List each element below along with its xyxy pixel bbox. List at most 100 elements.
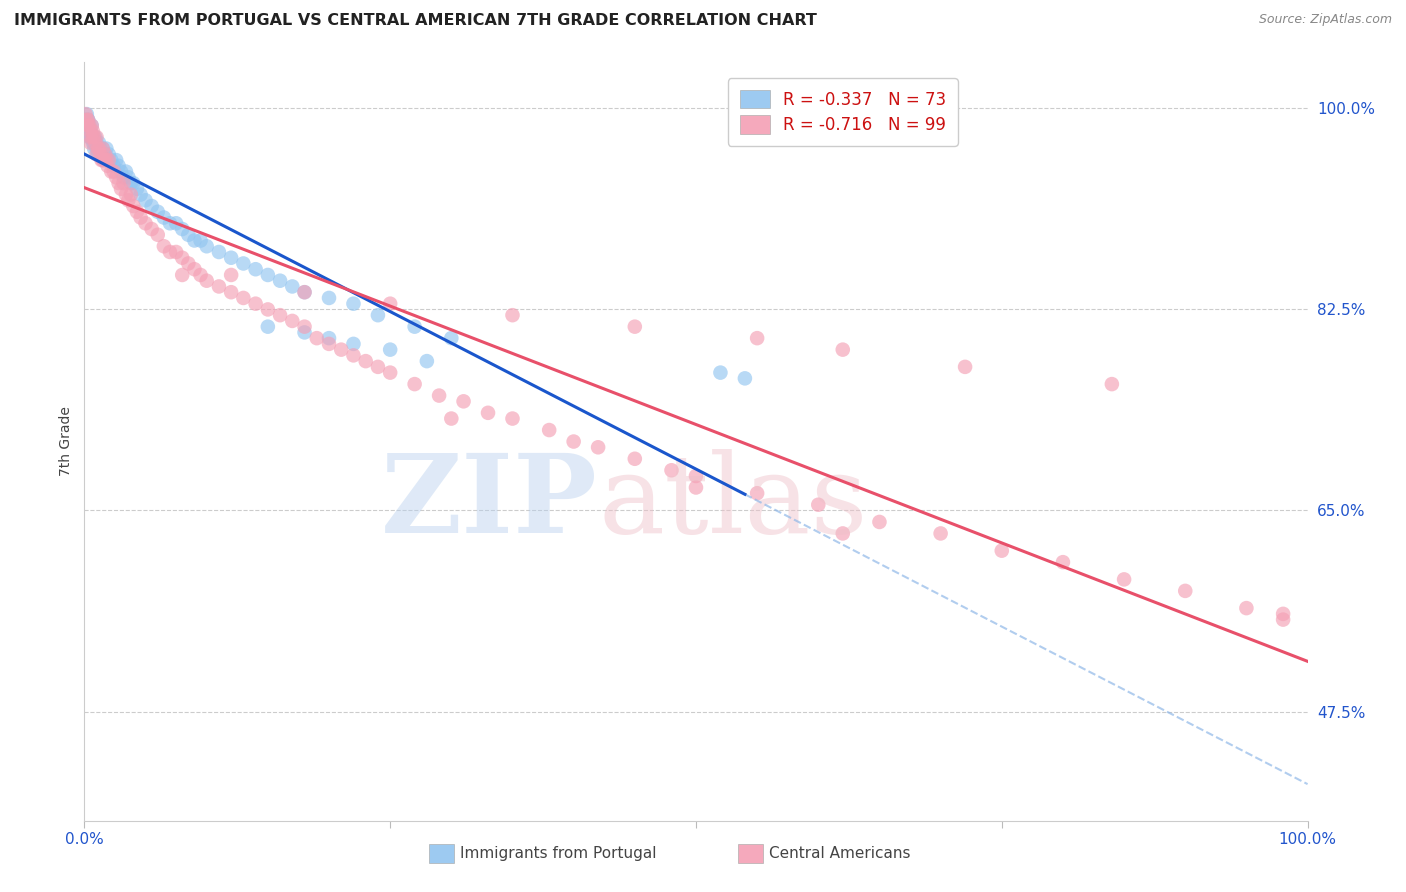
Point — [153, 239, 176, 253]
Point — [929, 526, 952, 541]
Text: Source: ZipAtlas.com: Source: ZipAtlas.com — [1258, 13, 1392, 27]
Point — [318, 331, 340, 345]
Point — [105, 153, 128, 167]
Point — [219, 268, 242, 282]
Point — [953, 359, 976, 374]
Point — [562, 434, 585, 449]
Point — [195, 239, 218, 253]
Point — [624, 319, 647, 334]
Point — [477, 406, 499, 420]
Point — [661, 463, 683, 477]
Point — [183, 234, 205, 248]
Point — [172, 268, 194, 282]
Point — [93, 153, 115, 167]
Point — [83, 142, 105, 156]
Text: ZIP: ZIP — [381, 449, 598, 556]
Point — [245, 262, 267, 277]
Point — [122, 176, 145, 190]
Point — [86, 147, 108, 161]
Point — [115, 164, 138, 178]
Point — [1101, 377, 1123, 392]
Point — [77, 124, 100, 138]
Point — [89, 142, 111, 156]
Point — [96, 153, 118, 167]
Point — [281, 314, 304, 328]
Point — [105, 170, 128, 185]
Point — [82, 136, 104, 150]
Point — [100, 153, 122, 167]
Point — [685, 469, 707, 483]
Point — [82, 130, 104, 145]
Point — [172, 222, 194, 236]
Point — [77, 119, 100, 133]
Point — [107, 159, 129, 173]
Point — [76, 107, 98, 121]
Point — [318, 337, 340, 351]
Point — [79, 124, 101, 138]
Point — [232, 256, 254, 270]
Point — [342, 296, 364, 310]
Point — [135, 216, 157, 230]
Point — [77, 112, 100, 127]
Point — [120, 176, 142, 190]
Point — [90, 147, 112, 161]
Point — [502, 411, 524, 425]
Point — [380, 296, 402, 310]
Point — [190, 234, 212, 248]
Point — [77, 119, 100, 133]
Point — [141, 222, 163, 236]
Point — [112, 170, 135, 185]
Point — [232, 291, 254, 305]
Point — [208, 279, 231, 293]
Point — [208, 245, 231, 260]
Point — [294, 326, 316, 340]
Point — [269, 308, 291, 322]
Point — [831, 343, 853, 357]
Point — [747, 331, 769, 345]
Point — [110, 164, 132, 178]
Point — [257, 268, 280, 282]
Point — [538, 423, 561, 437]
Point — [165, 245, 187, 260]
Point — [195, 274, 218, 288]
Point — [120, 187, 142, 202]
Point — [177, 256, 200, 270]
Point — [367, 308, 389, 322]
Point — [183, 262, 205, 277]
Point — [100, 164, 122, 178]
Point — [146, 227, 169, 242]
Point — [1174, 583, 1197, 598]
Point — [367, 359, 389, 374]
Point — [115, 187, 138, 202]
Point — [269, 274, 291, 288]
Point — [190, 268, 212, 282]
Point — [807, 498, 830, 512]
Point — [75, 107, 97, 121]
Point — [129, 211, 152, 225]
Point — [87, 147, 110, 161]
Point — [117, 170, 139, 185]
Point — [77, 124, 100, 138]
Point — [80, 130, 103, 145]
Text: IMMIGRANTS FROM PORTUGAL VS CENTRAL AMERICAN 7TH GRADE CORRELATION CHART: IMMIGRANTS FROM PORTUGAL VS CENTRAL AMER… — [14, 13, 817, 29]
Point — [831, 526, 853, 541]
Point — [89, 147, 111, 161]
Point — [83, 136, 105, 150]
Point — [82, 130, 104, 145]
Point — [342, 348, 364, 362]
Point — [80, 119, 103, 133]
Point — [122, 199, 145, 213]
Point — [219, 251, 242, 265]
Point — [79, 130, 101, 145]
Point — [86, 130, 108, 145]
Point — [107, 176, 129, 190]
Point — [135, 194, 157, 208]
Point — [330, 343, 353, 357]
Point — [77, 119, 100, 133]
Point — [342, 337, 364, 351]
Point — [87, 136, 110, 150]
Point — [79, 136, 101, 150]
Point — [103, 159, 125, 173]
Point — [79, 124, 101, 138]
Point — [245, 296, 267, 310]
